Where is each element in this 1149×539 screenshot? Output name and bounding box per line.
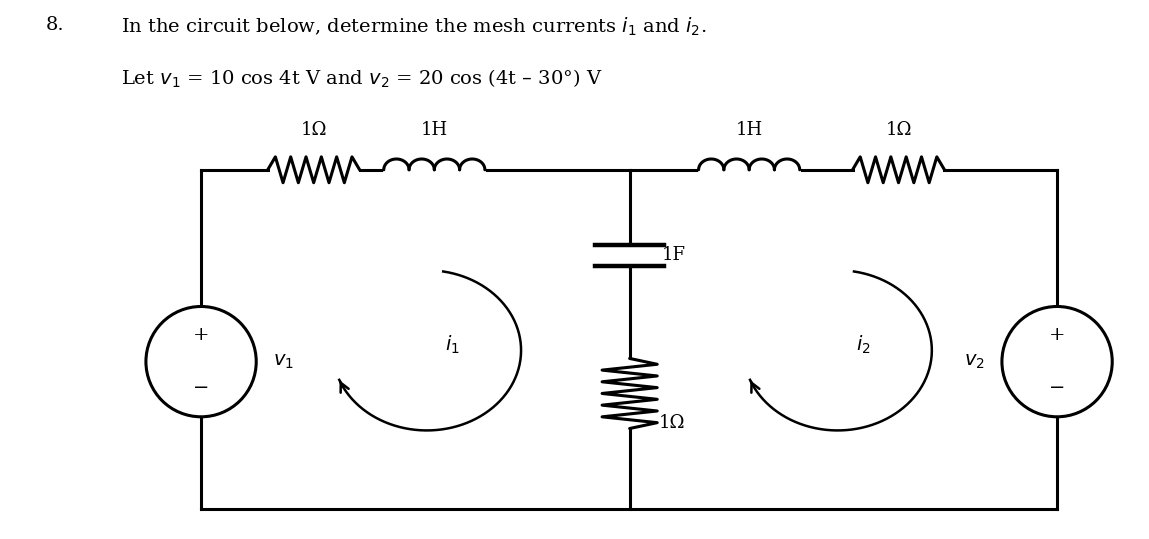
Text: 1H: 1H [421,121,448,139]
Text: $v_1$: $v_1$ [273,353,294,371]
Text: −: − [193,379,209,397]
Ellipse shape [146,307,256,417]
Text: 8.: 8. [46,16,64,34]
Text: In the circuit below, determine the mesh currents $i_1$ and $i_2$.: In the circuit below, determine the mesh… [121,16,707,38]
Text: 1Ω: 1Ω [300,121,327,139]
Text: +: + [193,326,209,344]
Text: 1F: 1F [662,246,686,265]
Text: $i_1$: $i_1$ [445,334,460,356]
Text: 1Ω: 1Ω [885,121,912,139]
Ellipse shape [1002,307,1112,417]
Text: +: + [1049,326,1065,344]
Text: −: − [1049,379,1065,397]
Text: $v_2$: $v_2$ [964,353,985,371]
Text: 1Ω: 1Ω [658,414,685,432]
Text: Let $v_1$ = 10 cos 4t V and $v_2$ = 20 cos (4t – 30°) V: Let $v_1$ = 10 cos 4t V and $v_2$ = 20 c… [121,67,602,89]
Text: 1H: 1H [735,121,763,139]
Text: $i_2$: $i_2$ [856,334,870,356]
